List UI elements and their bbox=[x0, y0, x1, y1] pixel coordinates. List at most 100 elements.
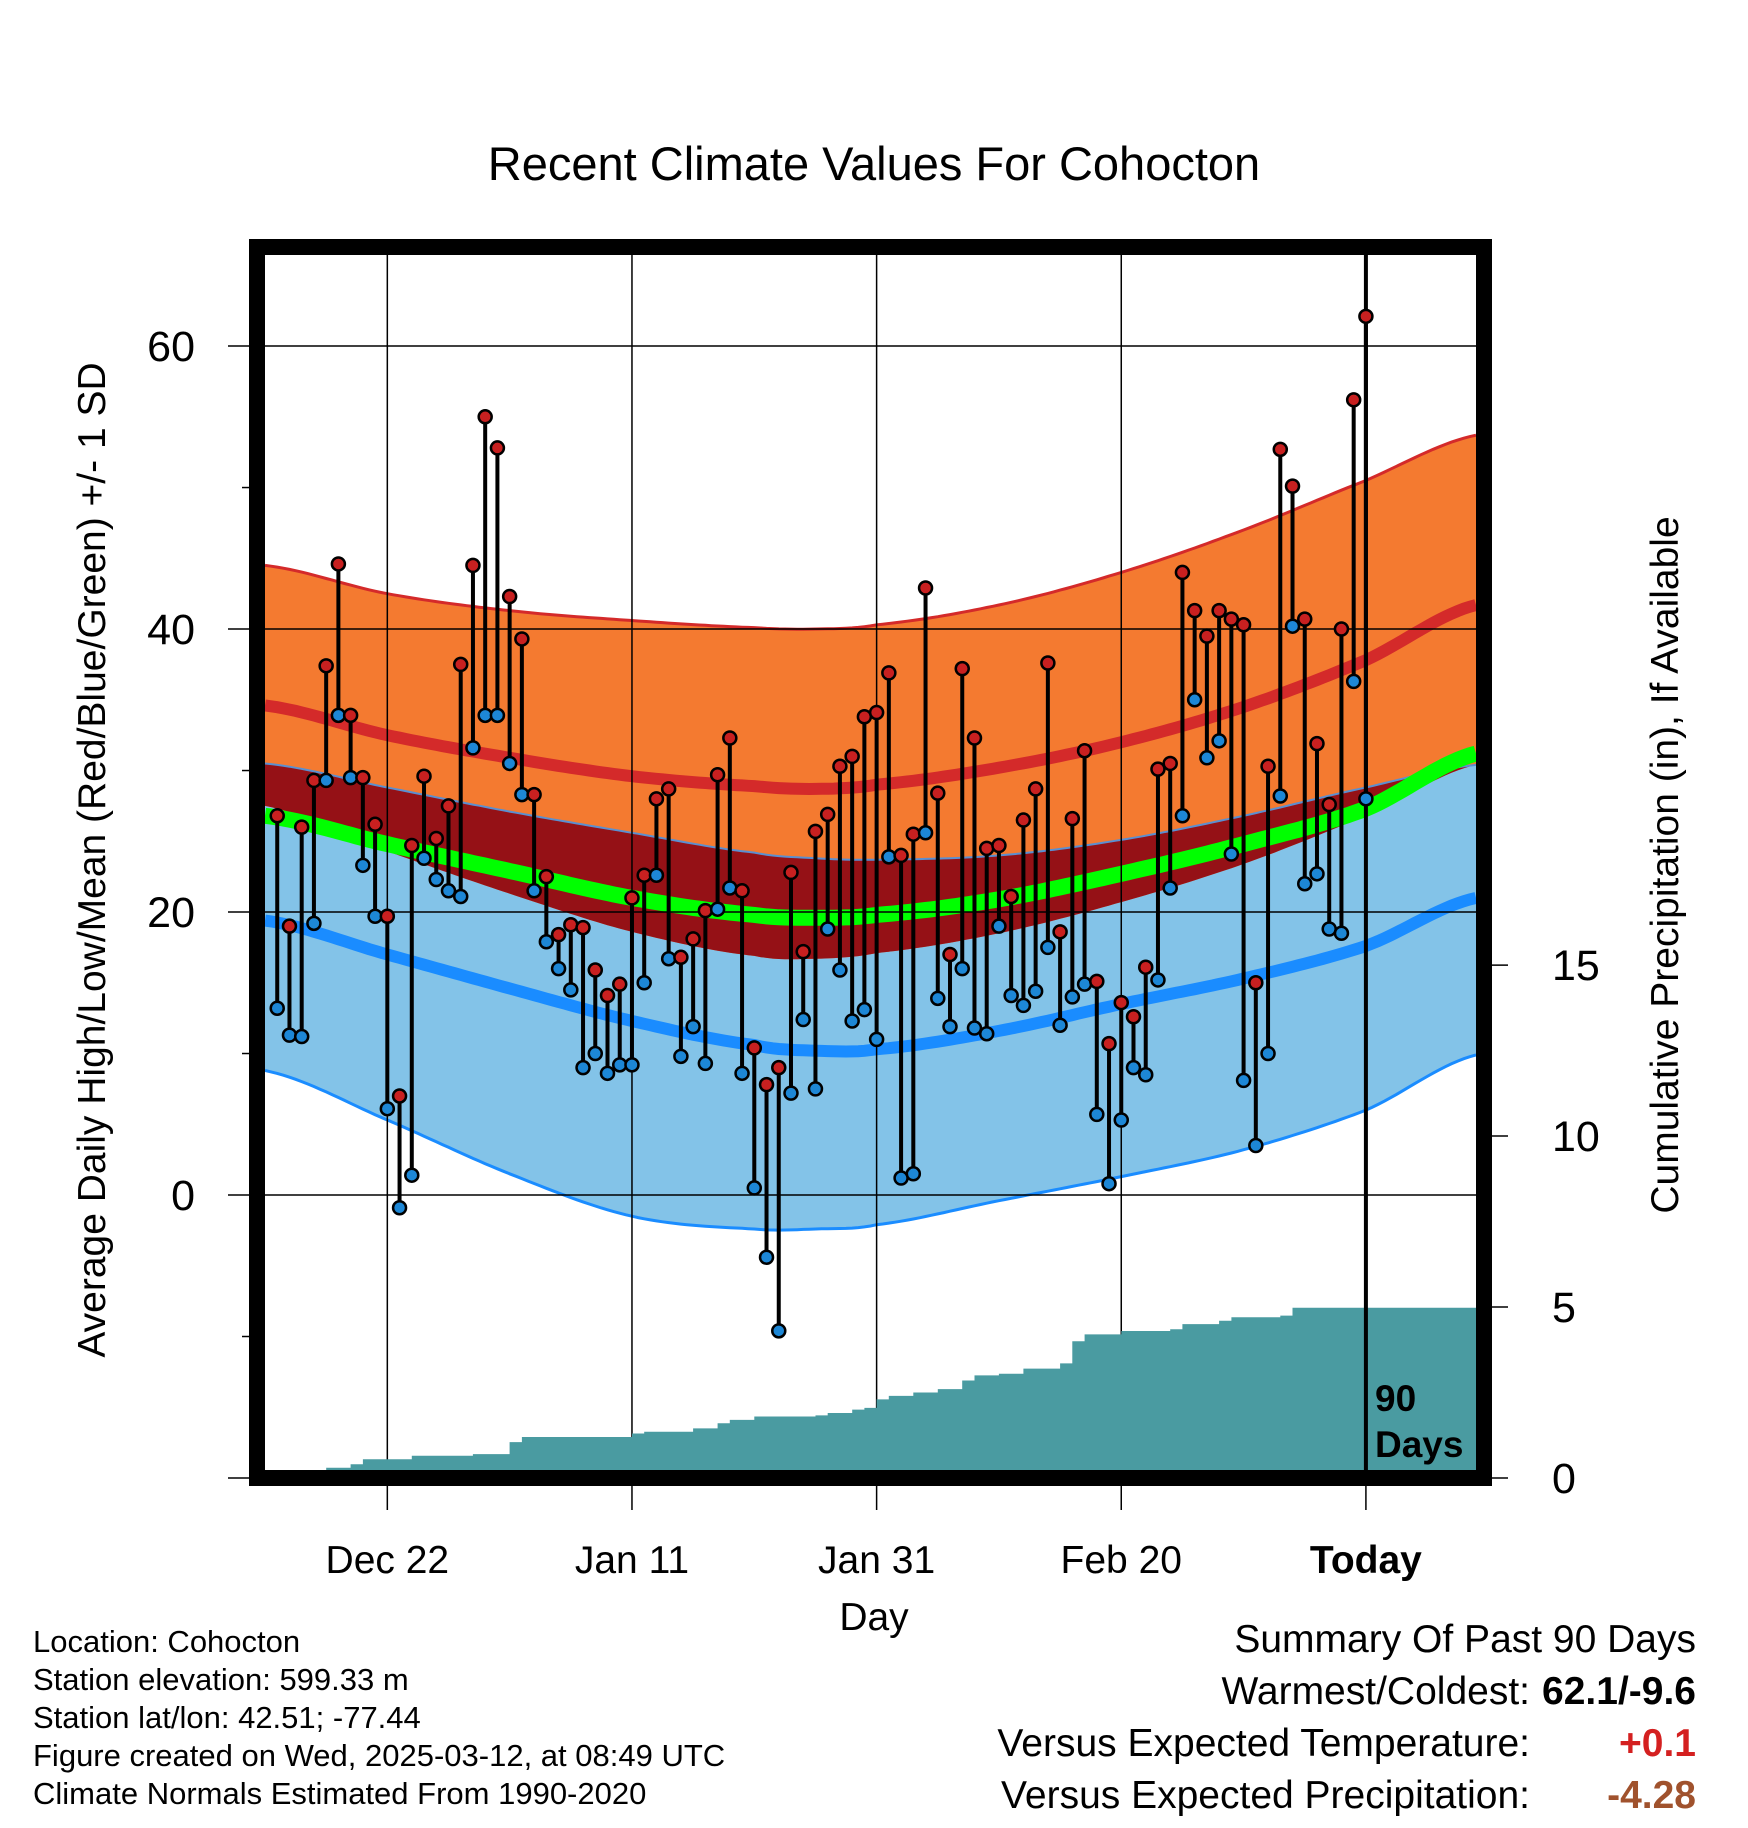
high-point bbox=[844, 748, 860, 765]
low-point bbox=[1137, 1066, 1154, 1083]
high-point bbox=[1137, 959, 1154, 975]
high-point bbox=[1089, 973, 1105, 990]
high-point bbox=[550, 926, 567, 943]
x-tick-label: Feb 20 bbox=[1061, 1539, 1182, 1582]
axes: 0 20 40 60 0 5 10 15 Dec 22 Jan 11 Jan 31 Feb 20 Tod… bbox=[147, 323, 1600, 1582]
low-point bbox=[1284, 618, 1301, 634]
x-tick-label: Today bbox=[1310, 1539, 1422, 1582]
low-point bbox=[538, 933, 555, 950]
low-point bbox=[501, 755, 518, 772]
low-point bbox=[1076, 976, 1093, 992]
high-point bbox=[1211, 602, 1227, 619]
high-point bbox=[477, 409, 493, 425]
high-point bbox=[501, 588, 518, 605]
low-point bbox=[281, 1027, 298, 1043]
low-point bbox=[563, 982, 579, 998]
chart-title: Recent Climate Values For Cohocton bbox=[488, 137, 1260, 190]
low-point bbox=[1296, 875, 1313, 892]
high-point bbox=[330, 556, 347, 572]
high-point bbox=[428, 830, 445, 847]
x-tick-label: Jan 11 bbox=[575, 1539, 689, 1582]
low-point bbox=[1040, 939, 1056, 956]
high-point bbox=[1358, 308, 1374, 325]
high-point bbox=[1309, 735, 1325, 752]
low-point bbox=[991, 918, 1007, 934]
y2-tick-label: 5 bbox=[1552, 1284, 1576, 1332]
high-point bbox=[563, 917, 579, 933]
y-tick-label: 0 bbox=[171, 1172, 195, 1220]
normal-low-line bbox=[265, 892, 1476, 1058]
warmest-coldest-label: Warmest/Coldest: bbox=[1221, 1670, 1530, 1713]
low-point bbox=[734, 1065, 750, 1082]
high-point bbox=[538, 868, 555, 885]
high-point bbox=[660, 781, 677, 797]
low-point bbox=[1015, 997, 1032, 1014]
low-point bbox=[465, 740, 481, 756]
low-point bbox=[306, 915, 322, 932]
overlap-sd-band bbox=[265, 763, 1476, 960]
high-point bbox=[1076, 742, 1093, 759]
normals-bands bbox=[265, 433, 1476, 1232]
low-point bbox=[1162, 880, 1178, 896]
y2-tick-label: 10 bbox=[1552, 1113, 1600, 1161]
high-point bbox=[1223, 611, 1240, 627]
low-point bbox=[1064, 989, 1081, 1005]
high-point bbox=[1003, 888, 1019, 905]
low-point bbox=[758, 1249, 775, 1266]
high-point bbox=[807, 823, 824, 840]
low-point bbox=[709, 901, 726, 917]
normal-mean-line bbox=[265, 745, 1476, 926]
high-point bbox=[673, 949, 689, 966]
high-point bbox=[1333, 621, 1350, 637]
low-point bbox=[1199, 750, 1215, 766]
low-point bbox=[416, 850, 432, 867]
low-point bbox=[832, 962, 848, 978]
x-axis-label: Day bbox=[839, 1596, 909, 1639]
high-point bbox=[355, 769, 371, 786]
low-point bbox=[355, 857, 371, 874]
high-point bbox=[966, 730, 983, 746]
high-point bbox=[1101, 1035, 1117, 1052]
y2-tick-label: 0 bbox=[1552, 1455, 1576, 1503]
today-label-days: 90 bbox=[1375, 1378, 1416, 1419]
low-point bbox=[673, 1048, 689, 1065]
low-point bbox=[1125, 1059, 1142, 1076]
high-point bbox=[709, 767, 726, 783]
low-point bbox=[452, 888, 469, 905]
high-point bbox=[1174, 564, 1191, 581]
y2-axis-label: Cumulative Precipitation (in), If Availa… bbox=[1644, 516, 1687, 1213]
low-point bbox=[1089, 1106, 1105, 1123]
low-point bbox=[1113, 1112, 1130, 1128]
high-point bbox=[832, 758, 848, 775]
high-point bbox=[281, 918, 298, 934]
precipitation-fill bbox=[265, 1307, 1476, 1478]
low-plus-sd-line bbox=[265, 762, 1476, 861]
high-point bbox=[905, 826, 922, 842]
low-point bbox=[1027, 983, 1044, 1000]
low-point bbox=[1223, 846, 1240, 862]
low-point bbox=[795, 1011, 811, 1028]
low-point bbox=[917, 825, 934, 841]
normals-period-text: Climate Normals Estimated From 1990-2020 bbox=[33, 1776, 647, 1811]
high-point bbox=[697, 902, 714, 919]
precip-delta-label: Versus Expected Precipitation: bbox=[1001, 1774, 1530, 1817]
high-point bbox=[685, 931, 701, 947]
low-point bbox=[1345, 673, 1362, 690]
high-point bbox=[1345, 392, 1362, 408]
high-point bbox=[1040, 655, 1056, 671]
low-point bbox=[771, 1323, 787, 1339]
low-point bbox=[1333, 925, 1350, 941]
high-point bbox=[1284, 478, 1301, 494]
high-point bbox=[1113, 994, 1130, 1011]
high-point bbox=[1027, 781, 1044, 797]
high-point bbox=[526, 786, 542, 803]
high-point bbox=[452, 656, 469, 673]
low-point bbox=[318, 772, 334, 789]
temp-delta-value: +0.1 bbox=[1619, 1722, 1696, 1765]
high-point bbox=[1272, 441, 1289, 458]
plot-frame bbox=[249, 239, 1492, 1486]
low-point bbox=[1272, 788, 1289, 804]
low-point bbox=[954, 960, 970, 977]
x-tick-label: Jan 31 bbox=[818, 1539, 935, 1582]
